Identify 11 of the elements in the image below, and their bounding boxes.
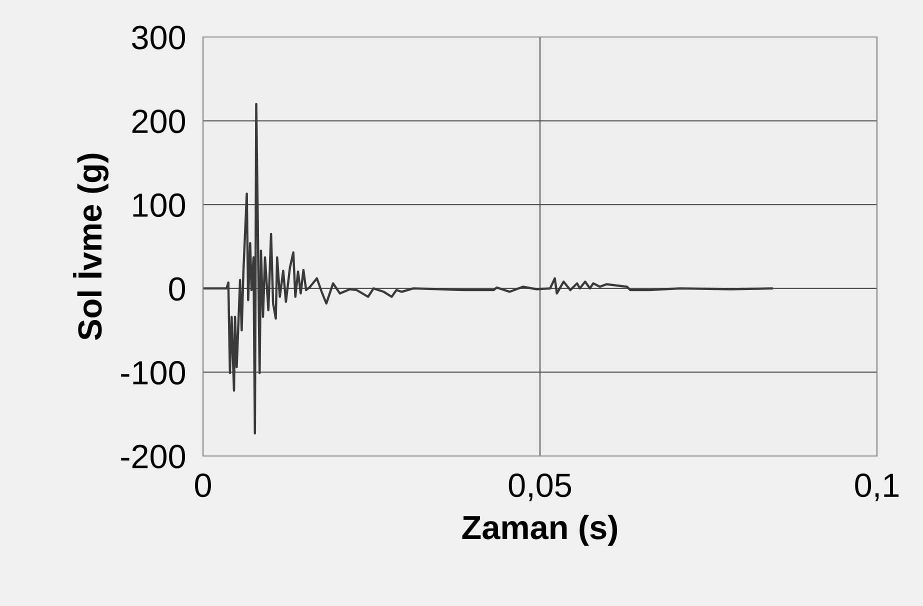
y-tick-label: 300 [132,26,186,50]
x-tick-label: 0,1 [855,474,899,502]
y-tick-label: 200 [132,110,186,134]
x-tick-label: 0 [195,474,211,498]
x-axis-title: Zaman (s) [462,514,618,546]
y-axis-title: Sol İvme (g) [72,154,109,340]
y-tick-label: -200 [121,444,186,468]
y-tick-label: -100 [121,361,186,385]
y-tick-label: 100 [133,193,186,218]
x-tick-label: 0,05 [508,474,572,502]
y-tick-label: 0 [169,277,186,301]
